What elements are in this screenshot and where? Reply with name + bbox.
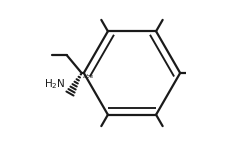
Text: abs: abs	[82, 74, 93, 79]
Text: H$_2$N: H$_2$N	[44, 77, 65, 91]
